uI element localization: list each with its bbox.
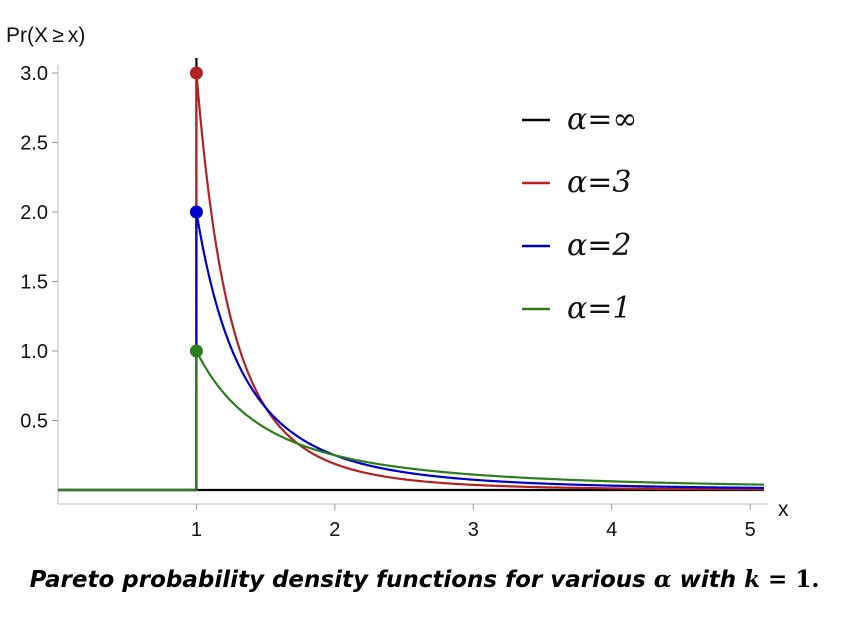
legend-label-0: α=∞ — [567, 102, 637, 137]
caption-text-middle: with — [671, 567, 745, 593]
series-marker-1 — [189, 205, 203, 219]
series-marker-0 — [189, 66, 203, 80]
caption-alpha-symbol: α — [653, 566, 672, 593]
caption-equals: = — [760, 566, 796, 593]
legend-label-3: α=1 — [567, 291, 631, 326]
x-tick-label: 3 — [468, 519, 479, 541]
pareto-pdf-chart: 0.5 1.0 1.5 2.0 2.5 3.0 1 2 3 4 5 Pr(X ≥ x) x α=∞ α=3… — [6, 24, 789, 541]
series-line-3 — [58, 349, 765, 492]
x-tick-label: 2 — [329, 519, 340, 541]
x-tick-label: 5 — [745, 519, 756, 541]
caption-k-value: 1 — [795, 566, 812, 593]
y-tick-label: 0.5 — [20, 411, 48, 433]
series-line-0 — [58, 58, 764, 492]
y-tick-label: 2.0 — [20, 202, 48, 224]
caption-text-before: Pareto probability density functions for… — [29, 567, 654, 593]
markers — [189, 66, 203, 358]
y-tick-label: 1.5 — [20, 272, 48, 294]
x-tick-label: 4 — [606, 519, 617, 541]
y-tick-label: 3.0 — [20, 63, 48, 85]
caption-k-symbol: k — [744, 566, 761, 593]
x-axis-title: x — [778, 498, 789, 521]
legend: α=∞ α=3 α=2 α=1 — [522, 102, 637, 326]
series-line-2 — [58, 210, 765, 492]
legend-label-2: α=2 — [567, 228, 631, 263]
axes: 0.5 1.0 1.5 2.0 2.5 3.0 1 2 3 4 5 Pr(X ≥ x) x — [6, 24, 789, 541]
y-axis-title: Pr(X ≥ x) — [6, 24, 85, 47]
y-tick-label: 1.0 — [20, 341, 48, 363]
y-tick-label: 2.5 — [20, 133, 48, 155]
x-tick-label: 1 — [191, 519, 202, 541]
figure-caption: Pareto probability density functions for… — [0, 566, 849, 593]
series-line-1 — [58, 71, 764, 492]
caption-period: . — [811, 566, 820, 593]
curves — [58, 58, 765, 492]
series-marker-2 — [189, 344, 203, 358]
legend-label-1: α=3 — [567, 165, 631, 200]
